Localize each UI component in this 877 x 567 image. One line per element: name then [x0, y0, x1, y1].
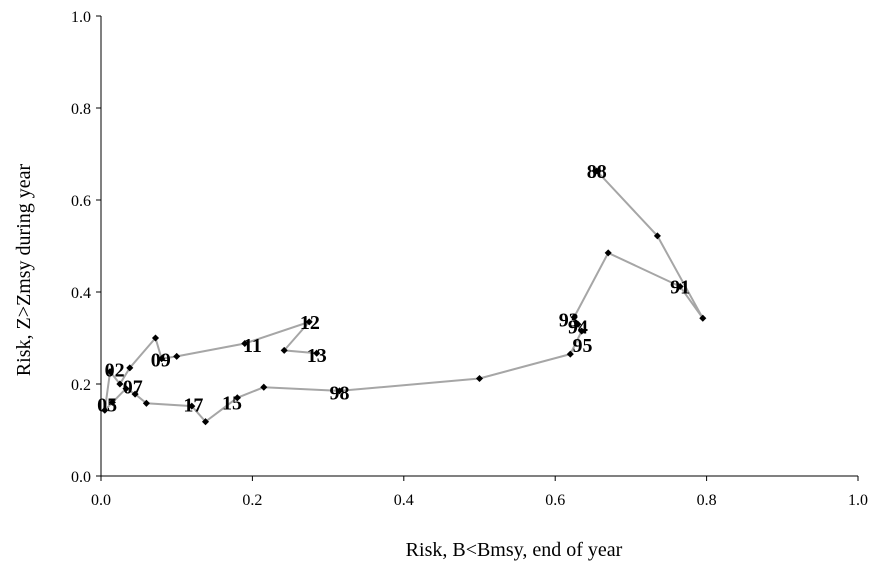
data-point [241, 339, 249, 348]
data-point [106, 368, 114, 376]
data-label: 94 [568, 317, 588, 339]
x-tick-label: 0.6 [545, 492, 565, 509]
data-point [475, 374, 484, 383]
data-label: 07 [123, 376, 143, 398]
y-tick-label: 0.8 [71, 101, 91, 118]
y-tick-label: 0.2 [71, 377, 91, 394]
data-point [604, 249, 612, 257]
data-point [101, 406, 109, 414]
data-point [566, 350, 574, 358]
data-label: 13 [307, 345, 327, 367]
data-point [653, 232, 661, 240]
axes: 0.0 0.2 0.4 0.6 0.8 1.0 0.0 0.2 0.4 0.6 0.8 1.0 [71, 9, 868, 509]
data-point [676, 282, 684, 291]
x-tick-label: 0.0 [91, 492, 111, 509]
y-tick-label: 0.6 [71, 193, 91, 210]
data-point [233, 394, 241, 402]
y-tick-label: 0.0 [71, 469, 91, 486]
y-tick-label: 1.0 [71, 9, 91, 26]
data-label: 93 [559, 310, 579, 332]
data-point [699, 314, 707, 322]
data-point [131, 390, 139, 398]
series-line [103, 170, 704, 424]
data-label: 12 [300, 312, 320, 334]
data-point [158, 355, 166, 363]
x-tick-label: 0.2 [242, 492, 262, 509]
data-point [188, 402, 196, 410]
data-point [201, 418, 210, 426]
data-point [173, 352, 181, 360]
data-label: 02 [105, 359, 125, 381]
data-label: 88 [587, 161, 607, 183]
data-point [122, 385, 130, 393]
data-label: 91 [670, 277, 690, 299]
data-point [335, 387, 344, 395]
x-axis-title: Risk, B<Bmsy, end of year [406, 539, 623, 561]
data-point [280, 346, 288, 354]
data-label: 05 [97, 395, 117, 417]
data-label: 15 [222, 392, 242, 414]
data-point [313, 349, 321, 357]
data-point [574, 320, 582, 328]
x-tick-label: 0.8 [697, 492, 717, 509]
data-point [116, 380, 124, 388]
data-point [260, 383, 268, 391]
data-label: 98 [330, 382, 350, 404]
x-tick-label: 0.4 [394, 492, 414, 509]
data-point [578, 327, 586, 335]
y-tick-label: 0.4 [71, 285, 91, 302]
y-axis-title: Risk, Z>Zmsy during year [13, 163, 35, 376]
series-path [103, 170, 704, 424]
data-point [305, 318, 313, 326]
data-point [151, 334, 160, 342]
data-point [126, 364, 134, 372]
markers [101, 167, 707, 426]
data-label: 11 [243, 335, 262, 357]
x-tick-label: 1.0 [848, 492, 868, 509]
data-point [108, 398, 116, 406]
data-point [593, 167, 601, 175]
data-label: 09 [151, 350, 171, 372]
data-label: 95 [573, 335, 593, 357]
data-point [570, 313, 578, 321]
data-point [142, 399, 150, 407]
data-label: 17 [183, 395, 203, 417]
